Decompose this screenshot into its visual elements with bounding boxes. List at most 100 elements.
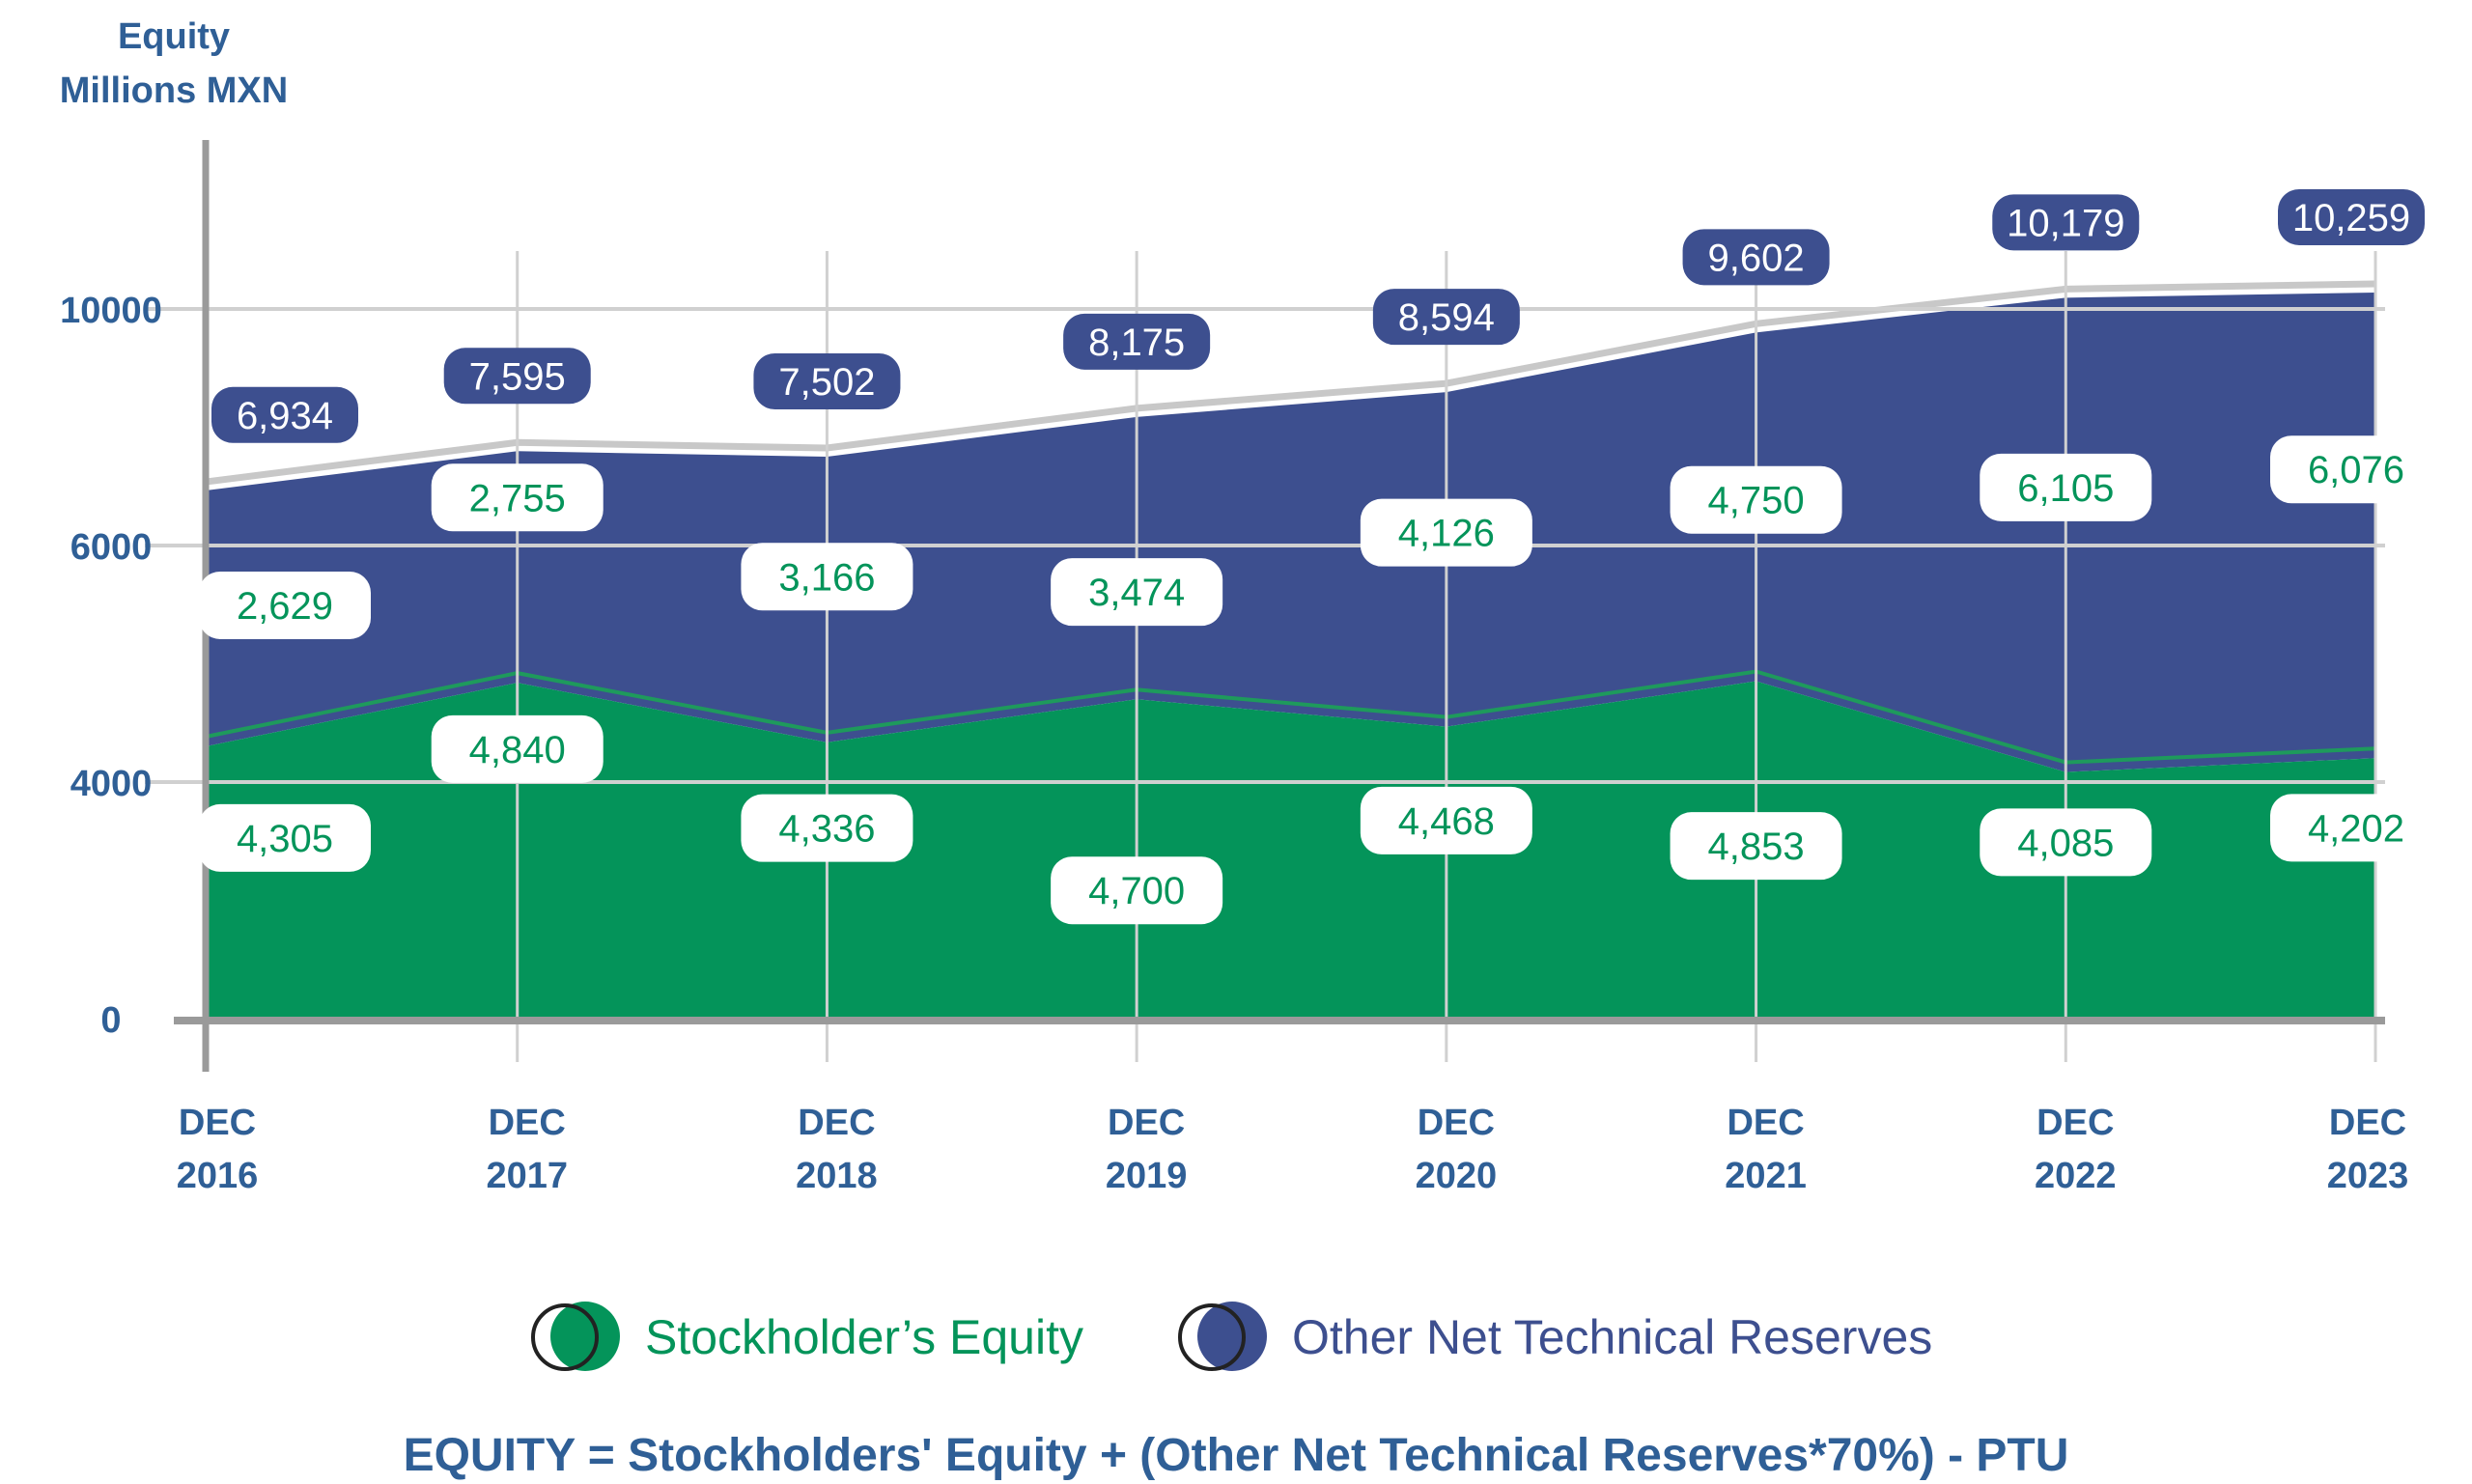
x-tick-label-0-line-2: 2016 [177,1156,259,1196]
x-tick-label-0-line-1: DEC [179,1103,256,1143]
equity-label-0-box [199,803,371,872]
x-tick-label-7-line-2: 2023 [2327,1156,2409,1196]
equity-label-2-text: 4,336 [778,808,875,851]
total-label-0-text: 6,934 [237,395,333,437]
reserve-label-7: 6,076 [2270,435,2442,504]
x-tick-label-2-line-2: 2018 [796,1156,878,1196]
x-tick-label-3-line-1: DEC [1108,1103,1185,1143]
data-labels: 4,305 4,840 4,336 4,700 4,468 4,853 4,085 4,202… [199,188,2442,925]
y-axis-title: Equity Millions MXN [29,10,319,118]
equity-label-0-text: 4,305 [237,818,333,860]
reserve-label-1: 2,755 [431,463,604,532]
reserve-label-5-box [1670,465,1842,534]
reserve-label-6-box [1980,453,2152,521]
reserve-label-2: 3,166 [741,543,913,611]
y-axis-title-line-2: Millions MXN [59,70,289,111]
equity-label-6: 4,085 [1980,808,2152,877]
equity-label-4-text: 4,468 [1398,800,1495,843]
total-label-6-text: 10,179 [2007,202,2124,244]
total-label-0: 6,934 [211,386,358,443]
area-other-net-technical-reserves [208,292,2375,772]
total-label-5-box [1682,229,1830,286]
reserve-label-7-box [2270,435,2442,504]
equity-label-7-text: 4,202 [2308,807,2404,850]
total-label-2-box [753,353,901,410]
y-tick-label-10000: 10000 [60,291,162,331]
x-tick-label-1-line-1: DEC [489,1103,566,1143]
x-tick-label-4-line-1: DEC [1418,1103,1495,1143]
reserve-label-0-box [199,571,371,639]
reserve-label-5-text: 4,750 [1708,480,1805,522]
reserve-label-3: 3,474 [1051,558,1223,627]
total-label-1-box [443,348,591,405]
equity-label-6-box [1980,808,2152,877]
equity-label-5: 4,853 [1670,812,1842,881]
equity-label-3-text: 4,700 [1088,870,1185,912]
total-label-1: 7,595 [443,348,591,405]
equity-area-chart: 0 4000 6000 10000 DEC 2016 DEC 2017 DEC 2018 DEC 20… [60,140,2442,1196]
equity-label-6-text: 4,085 [2017,822,2114,864]
y-axis-title-line-1: Equity [117,16,231,57]
x-tick-label-4-line-2: 2020 [1416,1156,1498,1196]
total-label-4-box [1372,289,1520,346]
equity-formula: EQUITY = Stockholders' Equity + (Other N… [403,1430,2069,1481]
legend-label-equity: Stockholder’s Equity [645,1310,1083,1364]
reserve-label-4-text: 4,126 [1398,513,1495,555]
total-label-3-text: 8,175 [1088,322,1185,364]
area-stockholders-equity [208,681,2375,1019]
reserve-label-4: 4,126 [1360,498,1532,567]
total-label-7-text: 10,259 [2292,197,2410,239]
total-label-3: 8,175 [1063,313,1211,370]
x-tick-label-3-line-2: 2019 [1106,1156,1188,1196]
reserve-label-1-box [431,463,604,532]
y-tick-label-4000: 4000 [70,764,153,804]
x-tick-label-1-line-2: 2017 [486,1156,568,1196]
legend: Stockholder’s Equity Other Net Technical… [0,1299,2472,1376]
total-label-6-box [1992,194,2140,251]
reserve-label-6: 6,105 [1980,453,2152,521]
total-label-7: 10,259 [2278,188,2425,245]
equity-label-5-box [1670,812,1842,881]
total-label-4-text: 8,594 [1398,296,1495,339]
x-tick-label-2-line-1: DEC [798,1103,875,1143]
total-label-2: 7,502 [753,353,901,410]
equity-label-0: 4,305 [199,803,371,872]
reserve-label-4-box [1360,498,1532,567]
equity-label-7: 4,202 [2270,794,2442,862]
equity-boundary-line [207,669,2376,765]
equity-label-4: 4,468 [1360,786,1532,854]
equity-label-1-text: 4,840 [469,729,566,771]
total-label-3-box [1063,313,1211,370]
equity-label-1: 4,840 [431,714,604,783]
legend-swatch-reserves [1178,1299,1275,1376]
reserve-label-0-text: 2,629 [237,585,333,628]
reserve-label-5: 4,750 [1670,465,1842,534]
equity-label-5-text: 4,853 [1708,826,1805,868]
reserve-label-0: 2,629 [199,571,371,639]
equity-label-7-box [2270,794,2442,862]
equity-label-2: 4,336 [741,794,913,862]
x-tick-label-5-line-1: DEC [1727,1103,1804,1143]
axes: 0 4000 6000 10000 DEC 2016 DEC 2017 DEC 2018 DEC 20… [60,140,2408,1196]
total-label-2-text: 7,502 [778,361,875,404]
equity-label-3: 4,700 [1051,856,1223,925]
total-label-7-box [2278,188,2425,245]
reserve-label-7-text: 6,076 [2308,449,2404,491]
equity-label-4-box [1360,786,1532,854]
x-tick-label-6-line-2: 2022 [2035,1156,2117,1196]
total-label-1-text: 7,595 [469,355,566,398]
total-label-5: 9,602 [1682,229,1830,286]
equity-label-1-box [431,714,604,783]
reserve-label-3-box [1051,558,1223,627]
total-label-0-box [211,386,358,443]
reserve-label-2-text: 3,166 [778,556,875,599]
legend-item-reserves: Other Net Technical Reserves [1178,1299,1932,1376]
x-tick-label-5-line-2: 2021 [1725,1156,1807,1196]
x-tick-label-7-line-1: DEC [2329,1103,2406,1143]
equity-label-2-box [741,794,913,862]
legend-swatch-equity [531,1299,628,1376]
total-label-4: 8,594 [1372,289,1520,346]
reserve-label-2-box [741,543,913,611]
equity-label-3-box [1051,856,1223,925]
reserve-label-6-text: 6,105 [2017,467,2114,510]
